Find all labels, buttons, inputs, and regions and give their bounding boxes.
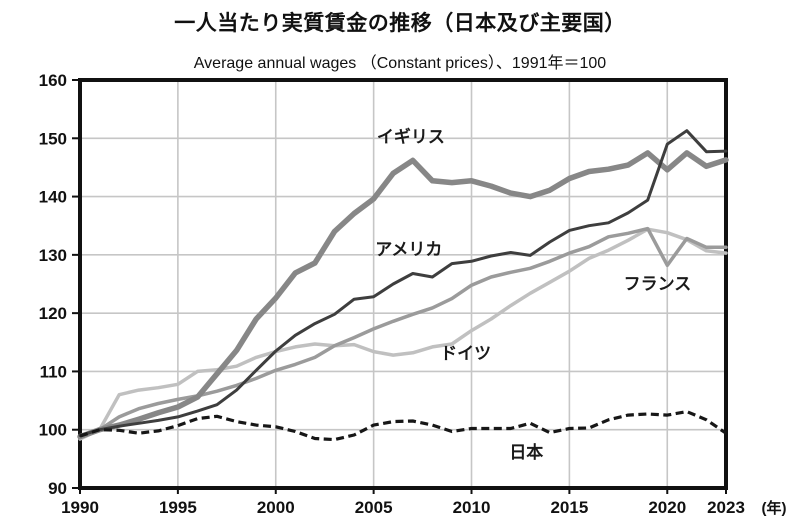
x-tick-label: 1995 xyxy=(159,498,197,517)
series-line-france xyxy=(78,226,728,438)
series-label-japan: 日本 xyxy=(509,442,543,462)
y-tick-label: 140 xyxy=(39,188,67,207)
x-tick-label: 2000 xyxy=(257,498,295,517)
chart-title: 一人当たり実質賃金の推移（日本及び主要国） xyxy=(174,12,626,35)
series-line-uk xyxy=(77,150,729,440)
y-tick-label: 110 xyxy=(40,362,67,381)
plot-border xyxy=(78,78,728,490)
series-label-france: フランス xyxy=(624,274,692,293)
y-tick-label: 90 xyxy=(48,479,67,498)
x-tick-label: 1990 xyxy=(61,498,99,517)
x-tick-label: 2005 xyxy=(355,498,393,517)
y-tick-label: 150 xyxy=(39,129,67,148)
series-label-uk: イギリス xyxy=(377,128,445,147)
y-tick-label: 160 xyxy=(39,71,67,90)
y-tick-label: 120 xyxy=(39,304,67,323)
series-label-germany: ドイツ xyxy=(440,344,491,363)
x-tick-label: 2015 xyxy=(550,498,588,517)
x-axis-unit-label: (年) xyxy=(762,499,787,517)
x-tick-label: 2020 xyxy=(648,498,686,517)
chart-subtitle: Average annual wages （Constant prices）、1… xyxy=(193,55,607,72)
series-label-usa: アメリカ xyxy=(375,240,442,259)
series-line-japan xyxy=(79,410,727,442)
x-tick-label: 2023 xyxy=(707,498,745,517)
y-tick-label: 130 xyxy=(39,246,67,265)
series-line-usa xyxy=(78,129,728,437)
y-tick-label: 100 xyxy=(39,421,67,440)
series-line-germany xyxy=(78,227,728,441)
x-tick-label: 2010 xyxy=(453,498,491,517)
